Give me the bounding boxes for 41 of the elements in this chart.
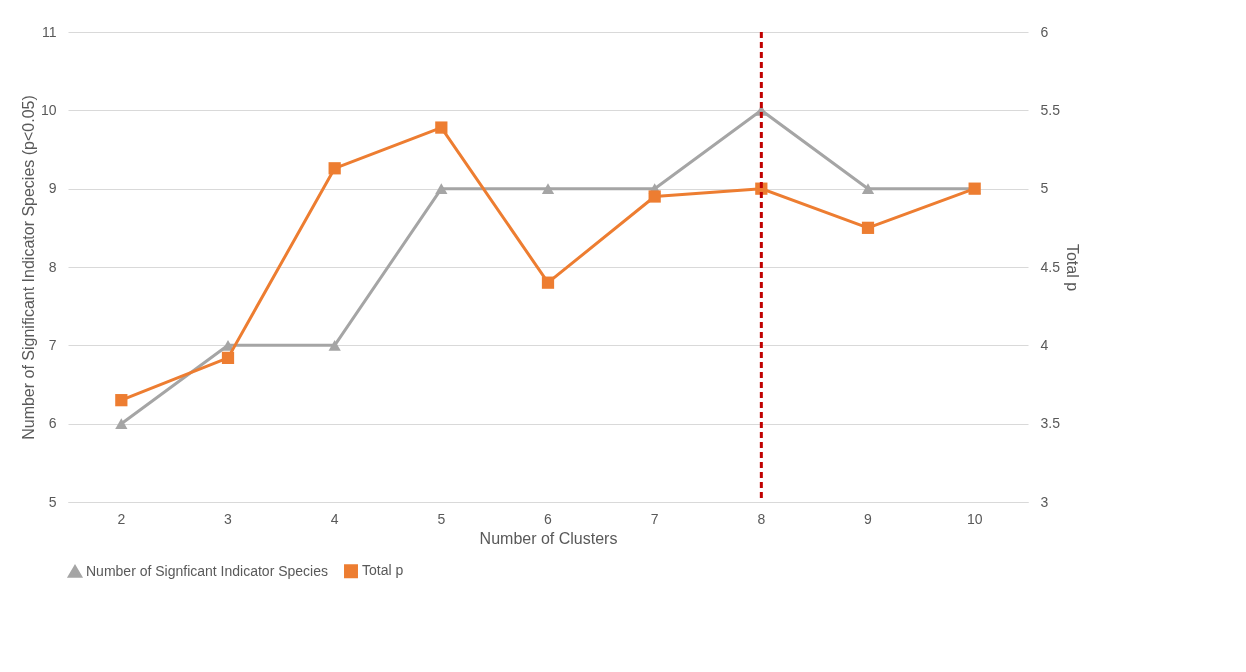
legend-label: Total p [362,562,404,579]
point [541,183,555,194]
x-tick-label: 8 [757,510,766,527]
y-tick-label: 5 [48,493,57,510]
x-tick-label: 2 [117,510,126,527]
point [541,276,555,289]
y2-tick-label: 6 [1040,23,1049,40]
y2-axis-title: Total p [1063,243,1081,292]
x-tick-label: 10 [966,510,983,527]
y2-tick-label: 4 [1040,336,1049,353]
y2-tick-label: 5.5 [1040,101,1061,118]
point [435,183,448,194]
point [648,190,661,203]
x-tick-label: 4 [330,510,339,527]
point [221,340,235,351]
legend-label: Number of Signficant Indicator Species [86,562,329,579]
x-tick-label: 5 [437,510,446,527]
y2-tick-label: 3.5 [1040,415,1061,432]
x-tick-label: 7 [650,510,659,527]
y2-tick-label: 4.5 [1040,258,1061,275]
point [435,121,448,134]
y-tick-label: 7 [48,336,57,353]
y-tick-label: 8 [48,258,57,275]
y-axis-title: Number of Significant Indicator Species (p<0.05) [19,95,37,440]
x-tick-label: 6 [544,510,553,527]
point [861,183,875,194]
point [328,340,341,351]
y-tick-label: 6 [48,415,57,432]
y2-tick-label: 3 [1040,493,1049,510]
x-tick-label: 3 [224,510,233,527]
x-axis-title: Number of Clusters [479,529,618,547]
point [328,162,341,175]
y-tick-label: 9 [48,180,57,197]
point [861,221,875,234]
y-tick-label: 11 [41,23,57,40]
x-tick-label: 9 [864,510,873,527]
y-tick-label: 10 [40,101,57,118]
point [115,394,128,407]
y2-tick-label: 5 [1040,180,1049,197]
point [221,351,235,364]
point [115,418,128,429]
